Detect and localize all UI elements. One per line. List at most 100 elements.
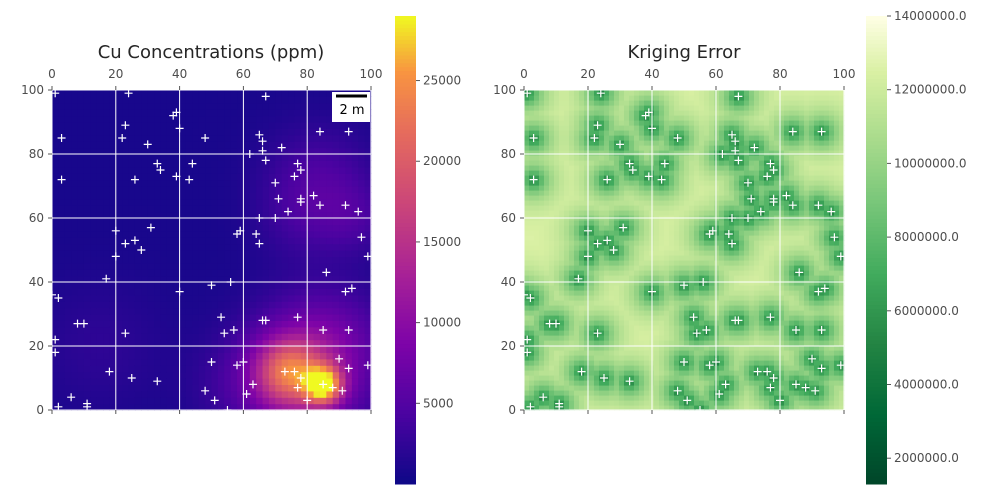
heat-cell — [128, 154, 136, 161]
heat-cell — [160, 352, 168, 360]
heat-cell — [594, 345, 600, 351]
heat-cell — [198, 275, 206, 283]
heat-cell — [559, 380, 565, 386]
heat-cell — [684, 170, 690, 176]
colorbar-segment — [395, 331, 416, 337]
heat-cell — [109, 96, 117, 104]
heat-cell — [179, 346, 187, 353]
heat-cell — [262, 262, 270, 270]
heat-cell — [669, 185, 675, 191]
heat-cell — [594, 240, 600, 246]
heat-cell — [629, 145, 635, 151]
heat-cell — [294, 115, 302, 123]
heat-cell — [173, 90, 181, 97]
heat-cell — [90, 378, 98, 385]
heat-cell — [534, 140, 540, 146]
heat-cell — [52, 179, 59, 187]
heat-cell — [275, 256, 283, 264]
sample-point — [51, 89, 60, 98]
heat-cell — [326, 179, 334, 187]
heat-cell — [689, 265, 695, 271]
heat-cell — [230, 154, 238, 161]
heat-cell — [589, 260, 595, 266]
heat-cell — [549, 260, 555, 266]
heat-cell — [345, 307, 353, 315]
heat-cell — [689, 270, 695, 276]
heat-cell — [103, 269, 111, 277]
heat-cell — [122, 262, 130, 270]
heat-cell — [122, 160, 130, 168]
heat-cell — [173, 314, 181, 321]
heat-cell — [629, 90, 635, 96]
heat-cell — [313, 147, 321, 155]
heat-cell — [544, 205, 550, 211]
heat-cell — [524, 330, 530, 336]
heat-cell — [96, 358, 104, 366]
heat-cell — [624, 245, 630, 251]
heat-cell — [664, 310, 670, 316]
heat-cell — [529, 100, 535, 106]
heat-cell — [288, 358, 296, 366]
heat-cell — [243, 314, 251, 321]
heat-cell — [624, 280, 630, 286]
heat-cell — [141, 90, 149, 97]
heat-cell — [539, 200, 545, 206]
heat-cell — [281, 186, 289, 193]
heat-cell — [326, 96, 334, 104]
heat-cell — [654, 275, 660, 281]
heat-cell — [147, 269, 155, 277]
heat-cell — [629, 355, 635, 361]
heat-cell — [198, 102, 206, 110]
heat-cell — [90, 314, 98, 321]
heat-cell — [639, 385, 645, 391]
heat-cell — [574, 145, 580, 151]
heat-cell — [679, 130, 685, 136]
heat-cell — [619, 310, 625, 316]
colorbar-segment — [395, 144, 416, 150]
heat-cell — [599, 320, 605, 326]
heat-cell — [115, 403, 123, 411]
heat-cell — [332, 160, 340, 168]
heat-cell — [52, 275, 59, 283]
heat-cell — [604, 115, 610, 121]
heat-cell — [549, 265, 555, 271]
heat-cell — [634, 235, 640, 241]
heat-cell — [669, 285, 675, 291]
heat-cell — [122, 224, 130, 232]
heat-cell — [134, 192, 142, 200]
heat-cell — [307, 102, 315, 110]
heat-cell — [609, 370, 615, 376]
heat-cell — [644, 160, 650, 166]
heat-cell — [351, 403, 359, 411]
heat-cell — [160, 397, 168, 405]
colorbar-segment — [395, 289, 416, 294]
heat-cell — [71, 333, 79, 341]
heat-cell — [594, 290, 600, 296]
heat-cell — [173, 384, 181, 392]
heat-cell — [249, 218, 257, 225]
heat-cell — [58, 186, 66, 193]
heat-cell — [574, 280, 580, 286]
sample-point — [223, 406, 232, 414]
heat-cell — [644, 130, 650, 136]
heat-cell — [294, 224, 302, 232]
heat-cell — [237, 301, 244, 309]
heat-cell — [654, 285, 660, 291]
heat-cell — [237, 288, 244, 296]
heat-cell — [313, 173, 321, 181]
heat-cell — [351, 134, 359, 142]
heat-cell — [288, 160, 296, 168]
heat-cell — [634, 200, 640, 206]
heat-cell — [584, 235, 590, 241]
heat-cell — [619, 355, 625, 361]
heat-cell — [224, 90, 232, 97]
colorbar-segment — [395, 148, 416, 153]
heat-cell — [539, 305, 545, 311]
heat-cell — [192, 378, 200, 385]
heat-cell — [534, 250, 540, 256]
heat-cell — [326, 134, 334, 142]
heat-cell — [644, 235, 650, 241]
heat-cell — [205, 314, 213, 321]
heat-cell — [564, 380, 570, 386]
heat-cell — [77, 128, 85, 136]
